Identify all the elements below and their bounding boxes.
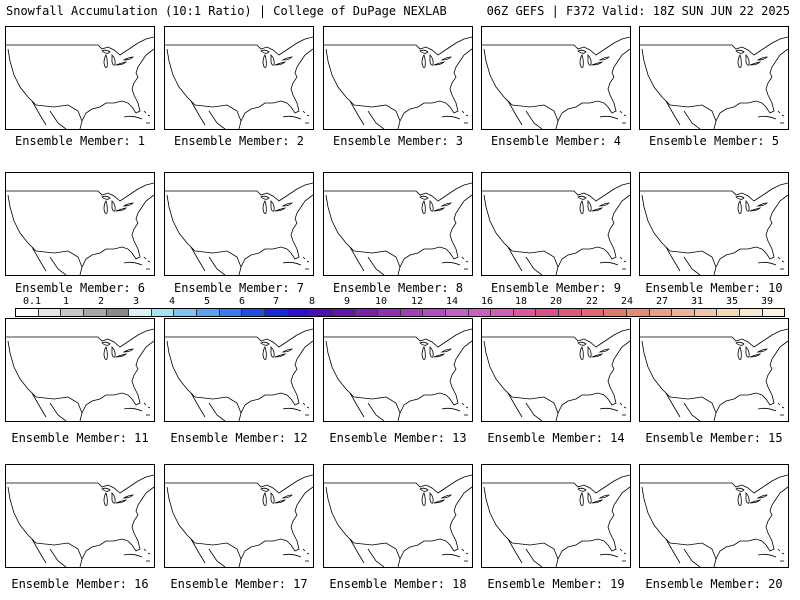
colorbar-swatch: [264, 309, 288, 316]
ensemble-map-panel: [323, 26, 473, 130]
ensemble-map-panel: [5, 26, 155, 130]
ensemble-member-label: Ensemble Member: 3: [332, 134, 464, 148]
colorbar-swatch: [717, 309, 740, 316]
colorbar-tick-label: 1: [62, 296, 70, 307]
colorbar-swatch: [762, 309, 785, 316]
colorbar-tick-label: 5: [203, 296, 211, 307]
map-title: Snowfall Accumulation (10:1 Ratio) | Col…: [6, 4, 447, 18]
ensemble-member-label: Ensemble Member: 16: [11, 577, 149, 591]
colorbar-swatch: [38, 309, 62, 316]
ensemble-member-label: Ensemble Member: 2: [173, 134, 305, 148]
colorbar-tick-label: 8: [308, 296, 316, 307]
ensemble-member-label: Ensemble Member: 13: [329, 431, 467, 445]
ensemble-map-panel: [5, 172, 155, 276]
forecast-valid-time: 06Z GEFS | F372 Valid: 18Z SUN JUN 22 20…: [486, 4, 790, 18]
ensemble-map-panel: [481, 464, 631, 568]
colorbar-tick-label: 0.1: [22, 296, 42, 307]
colorbar-swatch: [287, 309, 311, 316]
colorbar-swatch: [332, 309, 356, 316]
ensemble-member-label: Ensemble Member: 6: [14, 281, 146, 295]
colorbar-swatch: [626, 309, 650, 316]
colorbar-swatch: [355, 309, 378, 316]
colorbar-swatch: [581, 309, 605, 316]
colorbar-swatch: [83, 309, 107, 316]
colorbar-tick-label: 35: [725, 296, 739, 307]
colorbar-tick-label: 22: [585, 296, 599, 307]
colorbar-swatch: [61, 309, 84, 316]
colorbar-swatch: [740, 309, 763, 316]
colorbar-swatch: [310, 309, 333, 316]
colorbar-swatch: [536, 309, 559, 316]
colorbar-tick-label: 12: [410, 296, 424, 307]
colorbar-tick-label: 39: [760, 296, 774, 307]
colorbar-tick-label: 6: [238, 296, 246, 307]
ensemble-member-label: Ensemble Member: 20: [645, 577, 783, 591]
ensemble-member-label: Ensemble Member: 19: [487, 577, 625, 591]
colorbar-swatch: [400, 309, 424, 316]
colorbar-swatch: [694, 309, 718, 316]
ensemble-member-label: Ensemble Member: 4: [490, 134, 622, 148]
snowfall-colorbar: [15, 308, 785, 317]
ensemble-map-panel: [5, 464, 155, 568]
colorbar-swatch: [129, 309, 152, 316]
colorbar-swatch: [513, 309, 537, 316]
ensemble-member-label: Ensemble Member: 17: [170, 577, 308, 591]
colorbar-tick-label: 31: [690, 296, 704, 307]
ensemble-map-panel: [164, 26, 314, 130]
ensemble-map-panel: [639, 26, 789, 130]
ensemble-map-panel: [481, 172, 631, 276]
colorbar-swatch: [649, 309, 673, 316]
ensemble-member-label: Ensemble Member: 8: [332, 281, 464, 295]
ensemble-member-label: Ensemble Member: 14: [487, 431, 625, 445]
colorbar-swatch: [242, 309, 265, 316]
ensemble-map-panel: [323, 172, 473, 276]
ensemble-member-label: Ensemble Member: 10: [645, 281, 783, 295]
colorbar-swatch: [559, 309, 582, 316]
ensemble-member-label: Ensemble Member: 15: [645, 431, 783, 445]
colorbar-tick-label: 14: [445, 296, 459, 307]
colorbar-tick-label: 18: [514, 296, 528, 307]
colorbar-tick-label: 20: [549, 296, 563, 307]
colorbar-tick-label: 7: [272, 296, 280, 307]
colorbar-tick-label: 10: [374, 296, 388, 307]
ensemble-member-label: Ensemble Member: 11: [11, 431, 149, 445]
ensemble-map-panel: [639, 318, 789, 422]
colorbar-tick-label: 3: [132, 296, 140, 307]
colorbar-swatch: [197, 309, 220, 316]
colorbar-swatch: [468, 309, 492, 316]
ensemble-map-panel: [481, 26, 631, 130]
colorbar-swatch: [378, 309, 401, 316]
colorbar-swatch: [106, 309, 130, 316]
ensemble-map-panel: [5, 318, 155, 422]
ensemble-member-label: Ensemble Member: 18: [329, 577, 467, 591]
colorbar-swatch: [423, 309, 446, 316]
colorbar-swatch: [151, 309, 175, 316]
ensemble-map-panel: [164, 172, 314, 276]
ensemble-map-panel: [639, 172, 789, 276]
colorbar-swatch: [16, 309, 39, 316]
ensemble-map-panel: [164, 464, 314, 568]
colorbar-tick-label: 4: [168, 296, 176, 307]
colorbar-swatch: [174, 309, 197, 316]
ensemble-map-panel: [164, 318, 314, 422]
ensemble-map-panel: [323, 464, 473, 568]
colorbar-swatch: [672, 309, 695, 316]
colorbar-swatch: [491, 309, 514, 316]
ensemble-map-panel: [323, 318, 473, 422]
ensemble-map-panel: [639, 464, 789, 568]
colorbar-tick-label: 27: [655, 296, 669, 307]
ensemble-map-panel: [481, 318, 631, 422]
ensemble-member-label: Ensemble Member: 1: [14, 134, 146, 148]
colorbar-tick-label: 2: [97, 296, 105, 307]
ensemble-member-label: Ensemble Member: 7: [173, 281, 305, 295]
colorbar-swatch: [604, 309, 627, 316]
colorbar-tick-label: 9: [343, 296, 351, 307]
colorbar-swatch: [219, 309, 243, 316]
colorbar-tick-label: 16: [480, 296, 494, 307]
ensemble-member-label: Ensemble Member: 5: [648, 134, 780, 148]
ensemble-member-label: Ensemble Member: 9: [490, 281, 622, 295]
ensemble-member-label: Ensemble Member: 12: [170, 431, 308, 445]
colorbar-tick-label: 24: [620, 296, 634, 307]
colorbar-swatch: [445, 309, 469, 316]
